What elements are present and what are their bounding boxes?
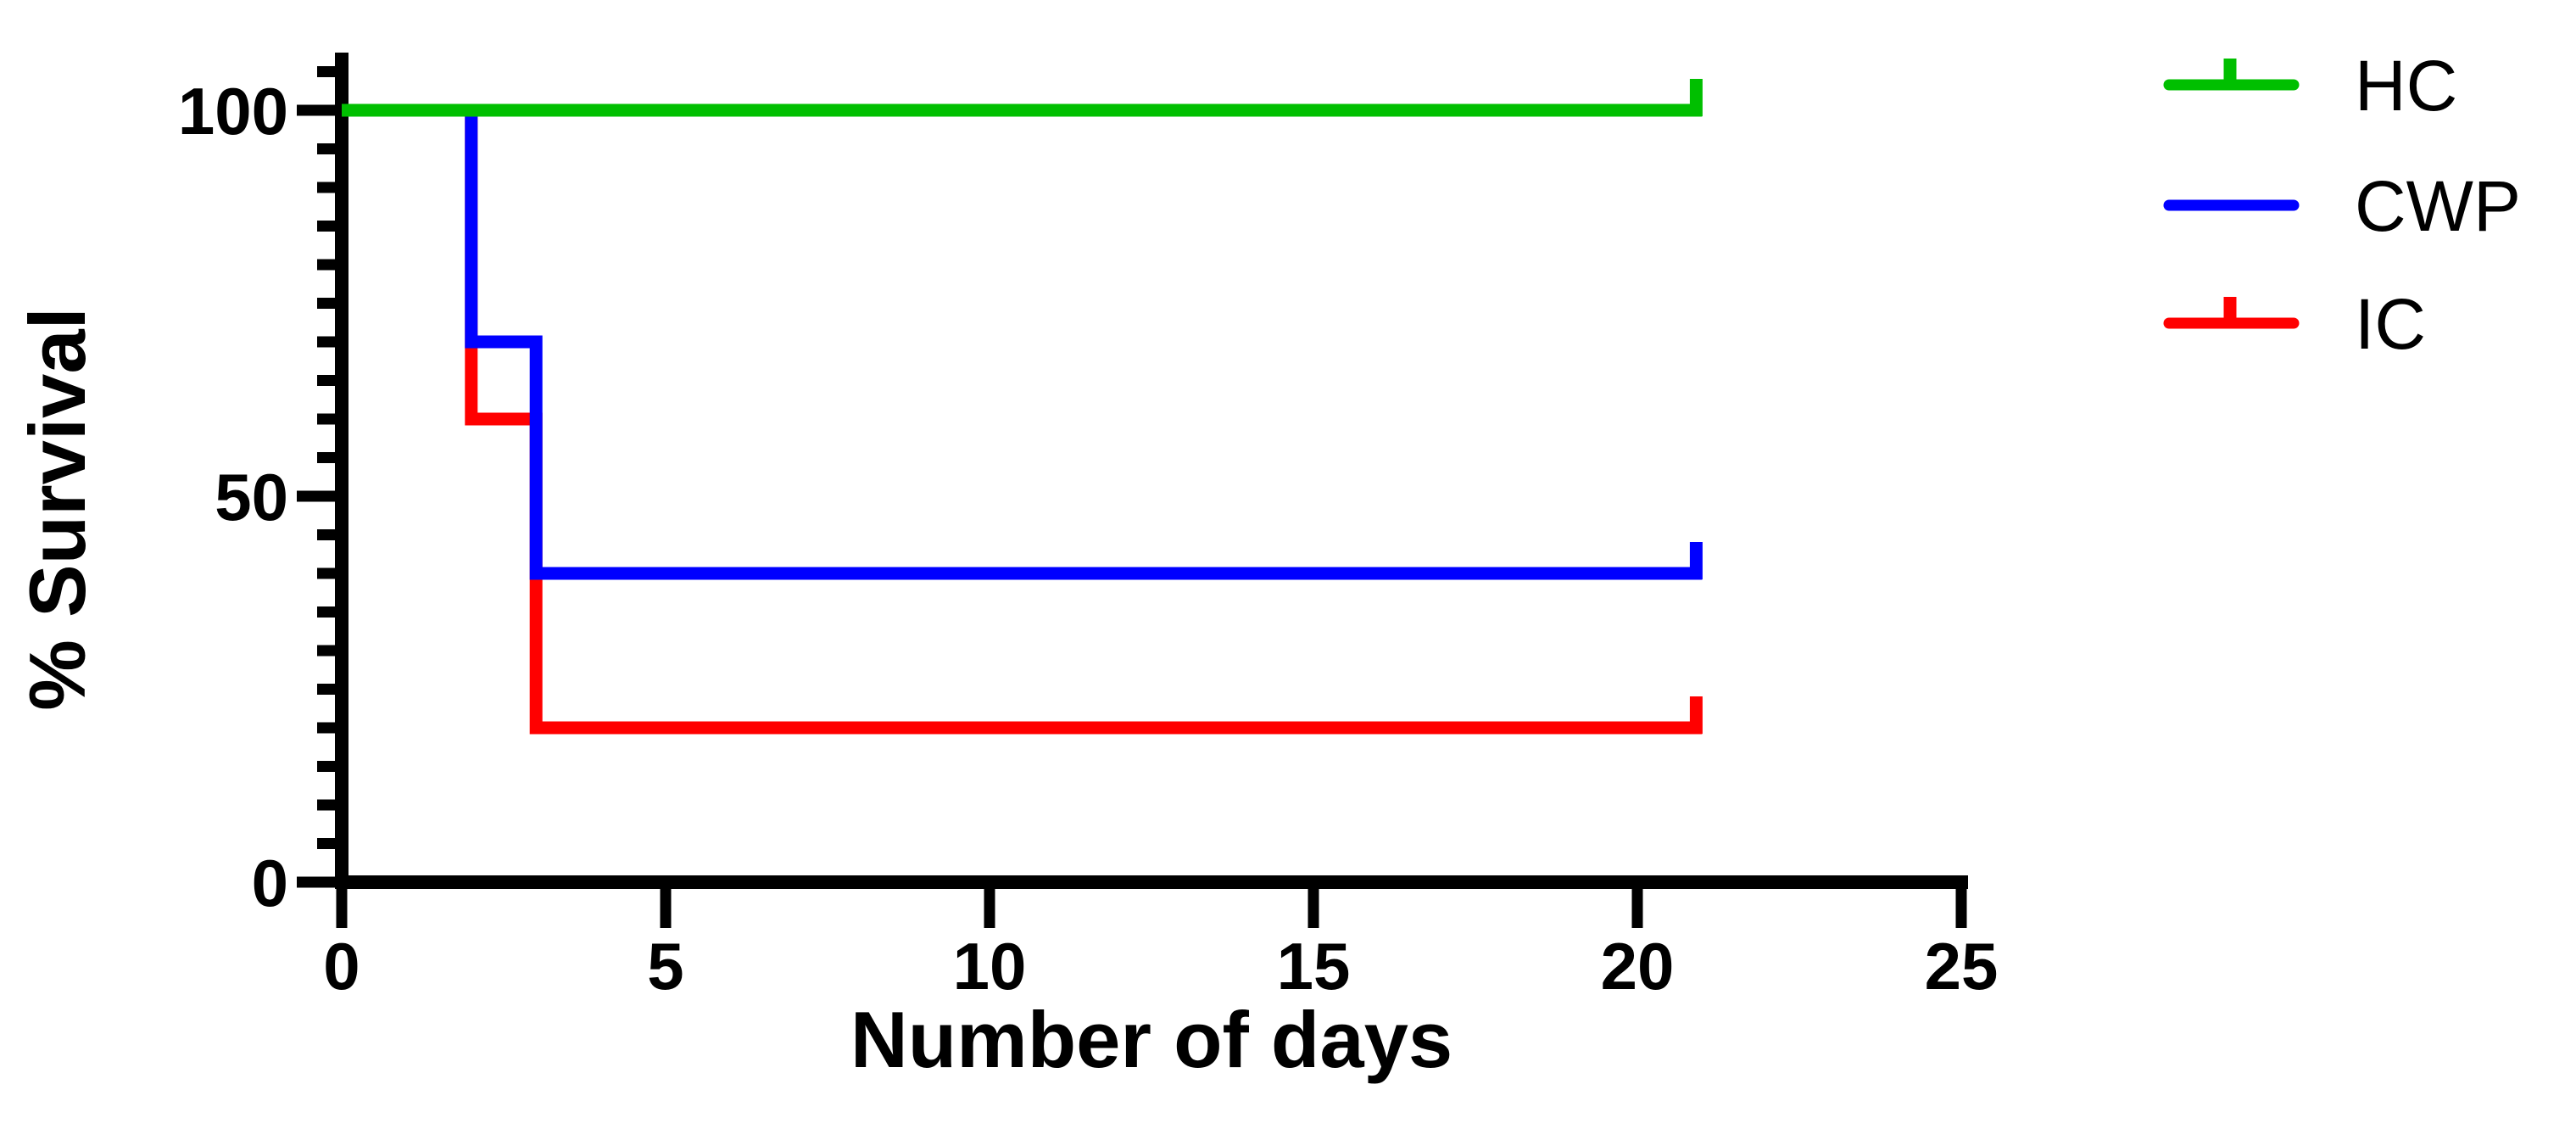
x-tick-label: 15 (1277, 929, 1351, 1003)
y-tick-label: 100 (178, 74, 288, 148)
x-tick-label: 25 (1925, 929, 1999, 1003)
x-tick-label: 5 (647, 929, 683, 1003)
y-tick-label: 50 (215, 460, 288, 534)
legend-label-CWP: CWP (2355, 166, 2521, 246)
legend: HC CWP IC (2163, 46, 2521, 364)
series-line-IC (342, 103, 1703, 735)
legend-label-IC: IC (2355, 284, 2426, 364)
y-tick-label: 0 (252, 846, 288, 920)
legend-label-HC: HC (2355, 46, 2457, 126)
x-axis-title: Number of days (850, 995, 1452, 1084)
x-tick-label: 20 (1601, 929, 1675, 1003)
axes: 0 50 100 0 5 10 15 20 25 (178, 53, 1999, 1003)
series-curves (342, 79, 1703, 735)
series-line-CWP (342, 103, 1703, 580)
x-tick-label: 0 (323, 929, 360, 1003)
y-axis-title: % Survival (13, 307, 102, 710)
x-tick-label: 10 (953, 929, 1027, 1003)
